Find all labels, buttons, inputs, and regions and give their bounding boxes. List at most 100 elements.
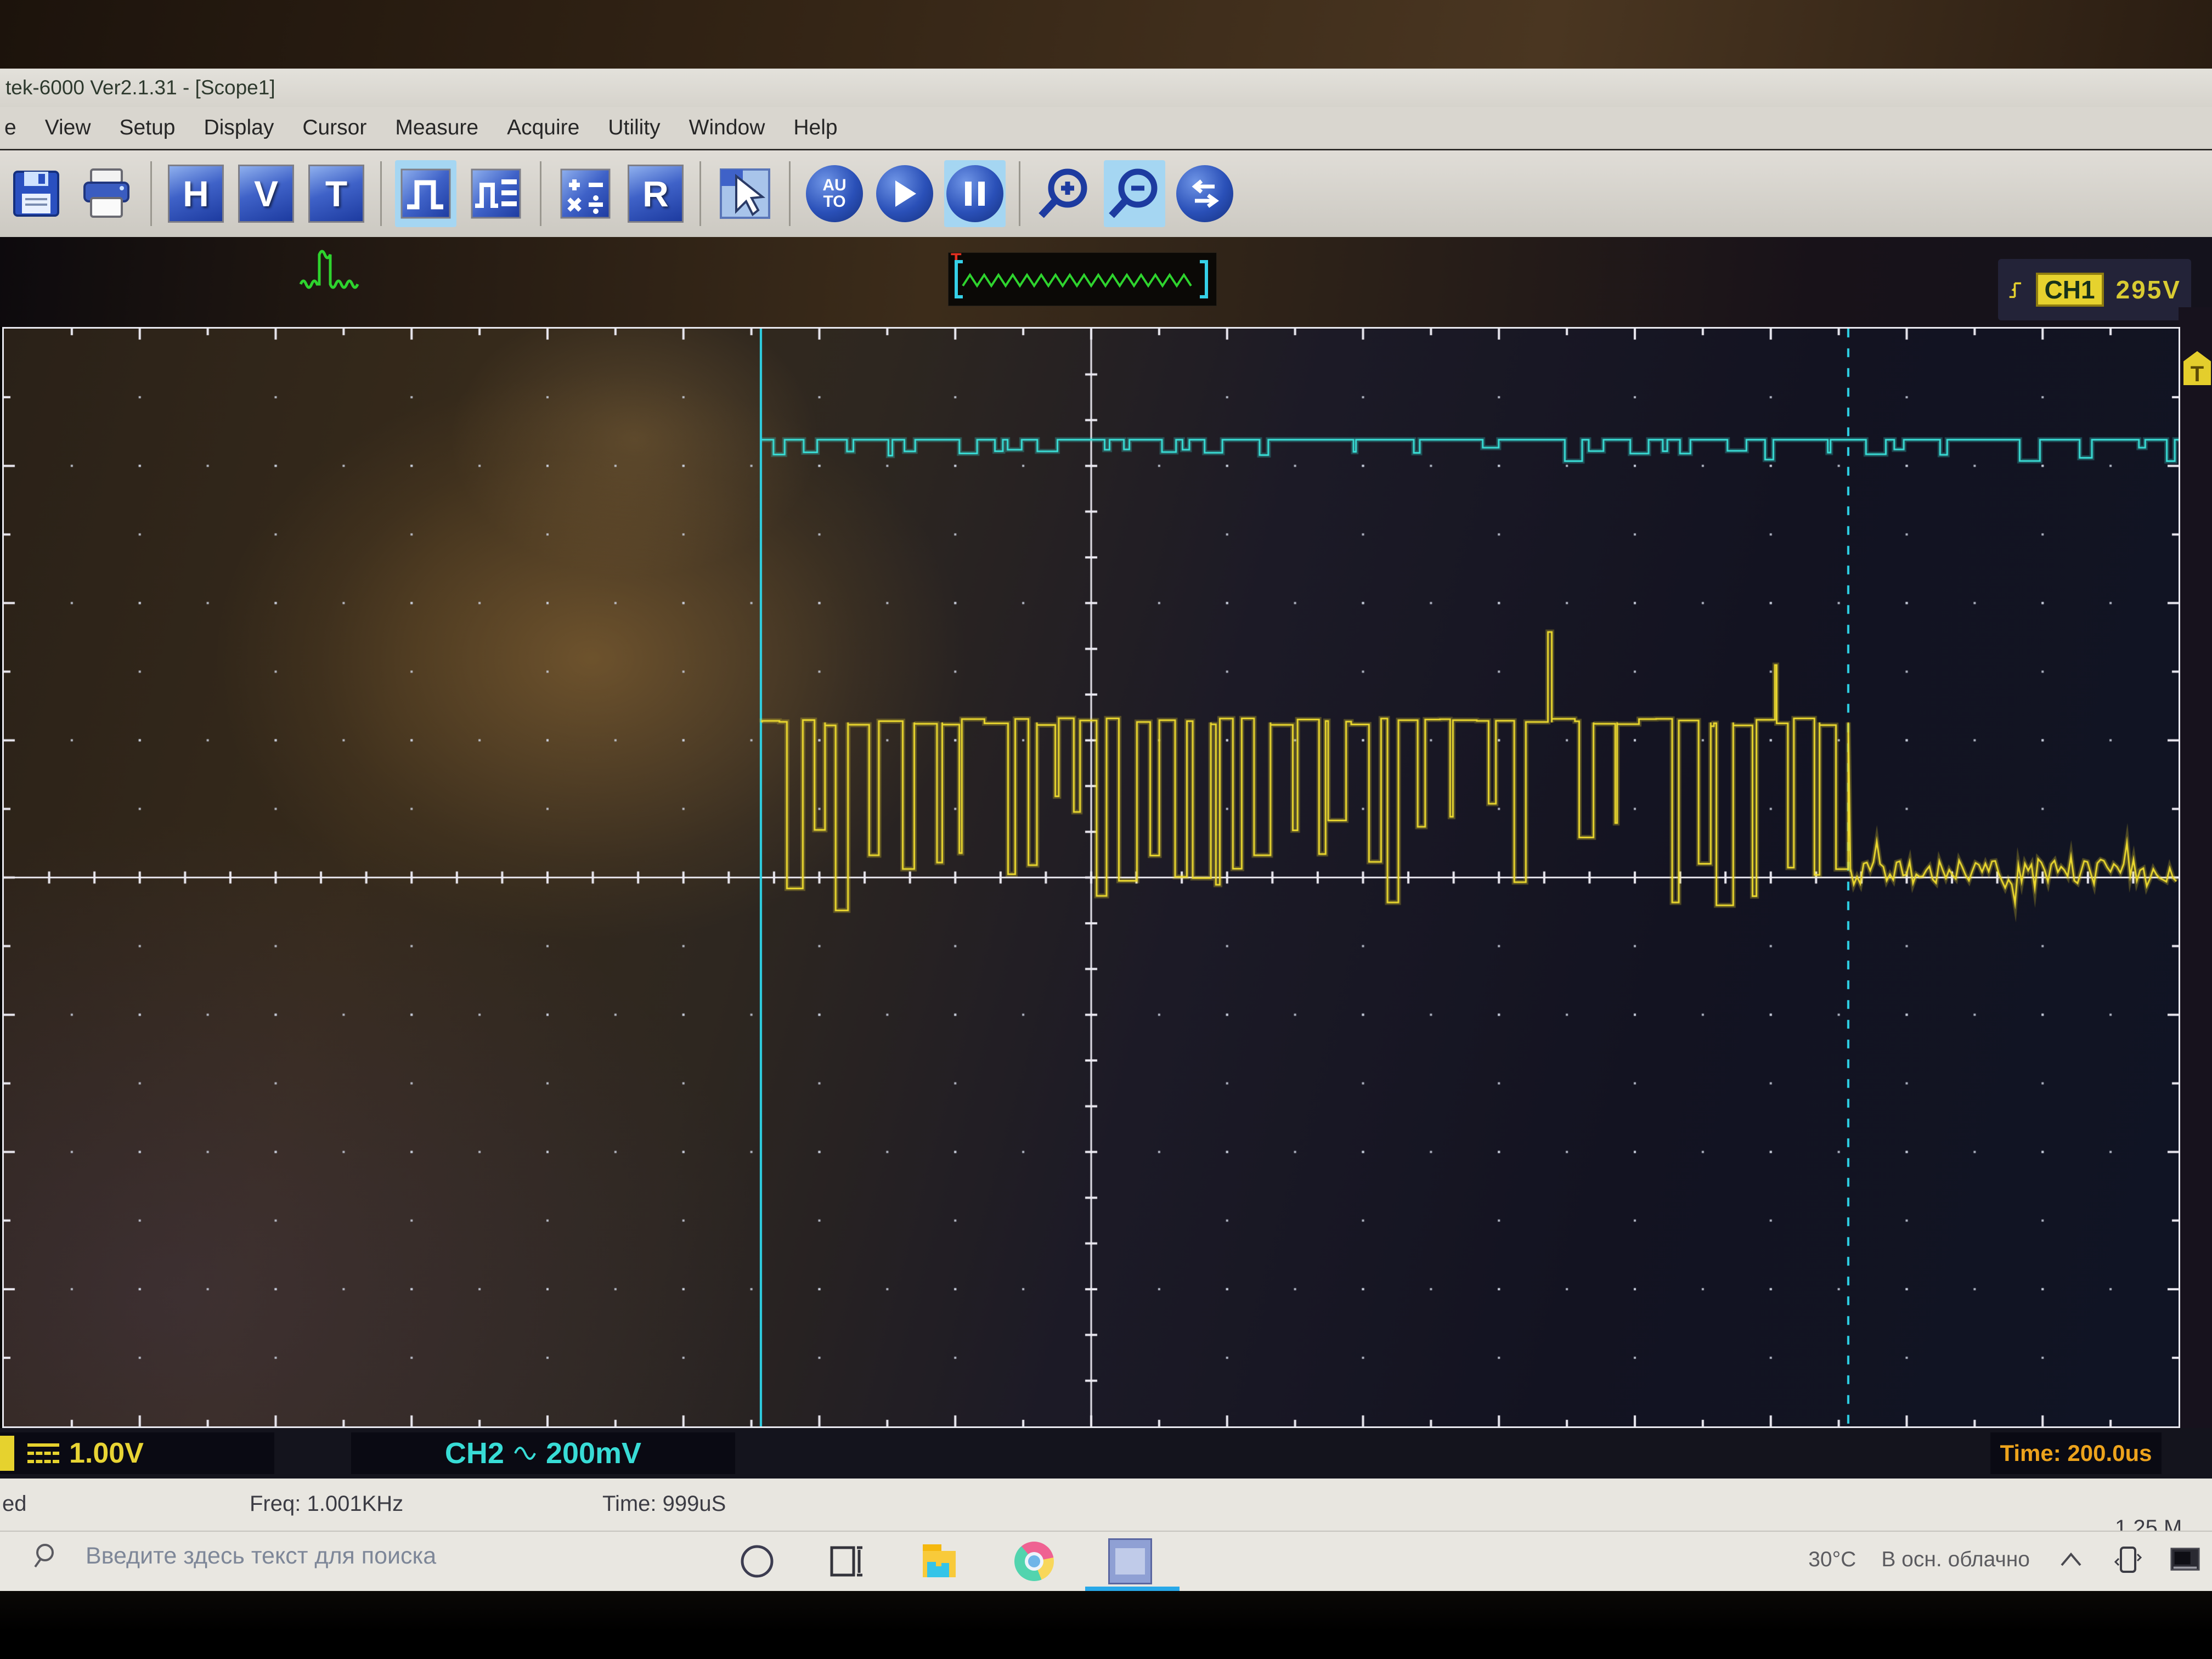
trigger-source-badge[interactable]: CH1	[2035, 272, 2104, 307]
menu-bar: e View Setup Display Cursor Measure Acqu…	[0, 107, 2212, 149]
phone-link-icon	[2114, 1547, 2142, 1573]
ch2-label: CH2	[444, 1437, 504, 1470]
cortana-button[interactable]	[735, 1539, 779, 1583]
search-placeholder: Введите здесь текст для поиска	[86, 1542, 437, 1569]
ch1-volts-per-div: 1.00V	[69, 1437, 144, 1469]
reference-button[interactable]: R	[625, 160, 686, 227]
chrome-button[interactable]	[1012, 1539, 1056, 1583]
trigger-pulse-icon	[299, 250, 359, 289]
ac-coupling-icon	[514, 1447, 536, 1460]
save-icon	[13, 171, 59, 217]
pulse-mode-button[interactable]	[395, 160, 456, 227]
timebase-readout[interactable]: Time: 200.0us	[1990, 1432, 2162, 1474]
pause-button[interactable]	[944, 160, 1006, 227]
swap-button[interactable]	[1174, 160, 1235, 227]
scope-app-button[interactable]	[1108, 1538, 1152, 1584]
taskbar-search[interactable]: Введите здесь текст для поиска	[33, 1542, 436, 1570]
menu-item-file-truncated[interactable]: e	[4, 115, 16, 139]
menu-item-view[interactable]: View	[44, 115, 91, 139]
pointer-button[interactable]	[714, 160, 776, 227]
status-bar: ed Freq: 1.001KHz Time: 999uS 1.25 M	[0, 1479, 2212, 1540]
zoom-in-icon	[1039, 168, 1087, 218]
trigger-icon: T	[308, 165, 364, 223]
active-app-indicator	[1085, 1587, 1180, 1592]
scope-app-icon	[1108, 1538, 1152, 1584]
plot-right-margin	[2179, 307, 2212, 1428]
menu-item-acquire[interactable]: Acquire	[507, 115, 580, 139]
auto-icon: AU TO	[806, 165, 863, 222]
toolbar-separator	[150, 161, 152, 226]
trigger-level-value: 295V	[2115, 275, 2181, 304]
menu-item-measure[interactable]: Measure	[395, 115, 479, 139]
vertical-settings-button[interactable]: V	[235, 160, 297, 227]
dc-coupling-icon	[27, 1443, 59, 1463]
cortana-icon	[741, 1545, 774, 1578]
waveform-preview-bar[interactable]: T	[948, 250, 1217, 306]
menu-item-window[interactable]: Window	[689, 115, 765, 139]
menu-item-help[interactable]: Help	[793, 115, 838, 139]
pulse-list-icon	[471, 168, 521, 219]
display-icon	[2170, 1548, 2200, 1571]
pause-icon	[946, 165, 1003, 222]
auto-label-bottom: TO	[823, 193, 846, 211]
auto-label-top: AU	[822, 176, 847, 194]
pulse-icon	[400, 168, 451, 219]
weather-temp[interactable]: 30°C	[1808, 1548, 1857, 1571]
ch2-scale-readout[interactable]: CH2 200mV	[351, 1432, 735, 1474]
windows-taskbar: Введите здесь текст для поиска	[0, 1531, 2212, 1592]
trigger-flag-label: T	[2190, 362, 2204, 386]
screen-bezel-top	[0, 0, 2212, 69]
toolbar-separator	[380, 161, 382, 226]
file-explorer-icon	[923, 1544, 956, 1577]
tray-expand-button[interactable]	[2055, 1544, 2087, 1576]
ch1-scale-readout[interactable]: 1.00V	[0, 1432, 274, 1474]
chevron-up-icon	[2061, 1552, 2081, 1566]
trigger-settings-button[interactable]: T	[306, 160, 367, 227]
menu-item-setup[interactable]: Setup	[119, 115, 176, 139]
trigger-strip: T CH1 295V	[0, 237, 2212, 327]
display-tray-button[interactable]	[2169, 1544, 2201, 1576]
math-icon	[560, 168, 611, 219]
channel-bar: 1.00V CH2 200mV Time: 200.0us	[0, 1428, 2212, 1479]
ch1-badge	[0, 1436, 14, 1471]
weather-desc[interactable]: В осн. облачно	[1881, 1548, 2030, 1571]
pulse-list-button[interactable]	[465, 160, 527, 227]
run-button[interactable]	[874, 160, 935, 227]
taskbar-tray: 30°C В осн. облачно	[1808, 1544, 2201, 1576]
waveform-canvas	[4, 329, 2179, 1426]
play-icon	[876, 165, 933, 222]
save-button[interactable]	[5, 160, 67, 227]
print-icon	[83, 168, 129, 218]
toolbar-separator	[789, 161, 791, 226]
timebase-value: Time: 200.0us	[2000, 1440, 2152, 1466]
menu-item-display[interactable]: Display	[204, 115, 274, 139]
zoom-in-button[interactable]	[1034, 160, 1095, 227]
horizontal-settings-button[interactable]: H	[165, 160, 227, 227]
your-phone-button[interactable]	[2112, 1544, 2144, 1576]
preview-waveform	[955, 260, 1208, 298]
status-frequency: Freq: 1.001KHz	[250, 1492, 404, 1516]
menu-item-cursor[interactable]: Cursor	[302, 115, 367, 139]
window-title: tek-6000 Ver2.1.31 - [Scope1]	[5, 76, 275, 99]
toolbar: H V T R	[0, 150, 2212, 237]
autoset-button[interactable]: AU TO	[804, 160, 865, 227]
menu-item-utility[interactable]: Utility	[608, 115, 661, 139]
ch2-volts-per-div: 200mV	[545, 1437, 642, 1470]
toolbar-separator	[540, 161, 541, 226]
swap-icon	[1176, 165, 1233, 222]
zoom-out-button[interactable]	[1104, 160, 1165, 227]
vertical-icon: V	[238, 165, 294, 223]
status-time: Time: 999uS	[602, 1492, 726, 1516]
trigger-position-marker: T	[951, 250, 962, 269]
toolbar-separator	[1019, 161, 1020, 226]
zoom-out-icon	[1109, 168, 1158, 218]
ref-icon: R	[628, 165, 684, 223]
trigger-info: CH1 295V	[1998, 259, 2191, 320]
task-view-button[interactable]	[826, 1539, 870, 1583]
print-button[interactable]	[76, 160, 137, 227]
horizontal-icon: H	[168, 165, 224, 223]
scope-display[interactable]	[2, 327, 2180, 1428]
file-explorer-button[interactable]	[917, 1539, 961, 1583]
math-button[interactable]	[555, 160, 616, 227]
status-left-truncated: ed	[2, 1492, 27, 1516]
